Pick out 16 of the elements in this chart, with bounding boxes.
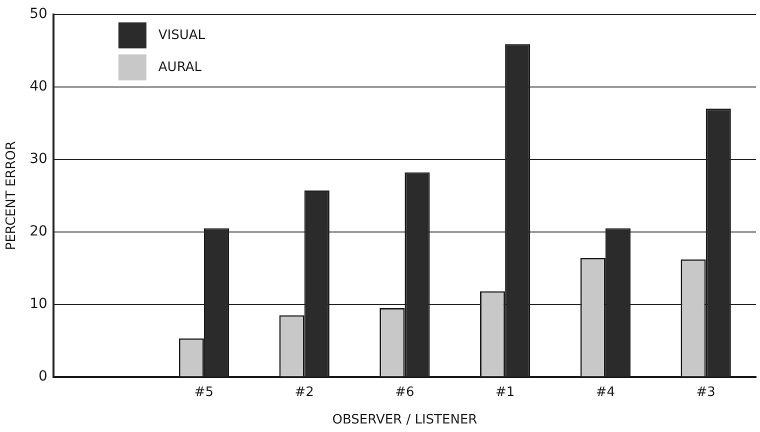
y-tick-label: 50 [30, 6, 48, 22]
y-tick-label: 0 [38, 368, 48, 384]
y-axis-title: PERCENT ERROR [4, 141, 20, 250]
x-tick-label: #3 [696, 384, 716, 400]
x-tick-label: #1 [495, 384, 515, 400]
x-tick-label: #2 [294, 384, 314, 400]
x-axis-title: OBSERVER / LISTENER [332, 412, 478, 428]
legend-label: VISUAL [158, 28, 206, 43]
x-tick-label: #6 [395, 384, 414, 400]
y-tick-label: 20 [30, 223, 48, 240]
y-tick-label: 40 [30, 78, 48, 95]
x-tick-label: #4 [596, 384, 616, 400]
legend-label: AURAL [158, 60, 202, 75]
x-tick-label: #5 [194, 384, 214, 400]
y-tick-label: 10 [30, 296, 48, 312]
y-tick-label: 30 [30, 151, 48, 167]
